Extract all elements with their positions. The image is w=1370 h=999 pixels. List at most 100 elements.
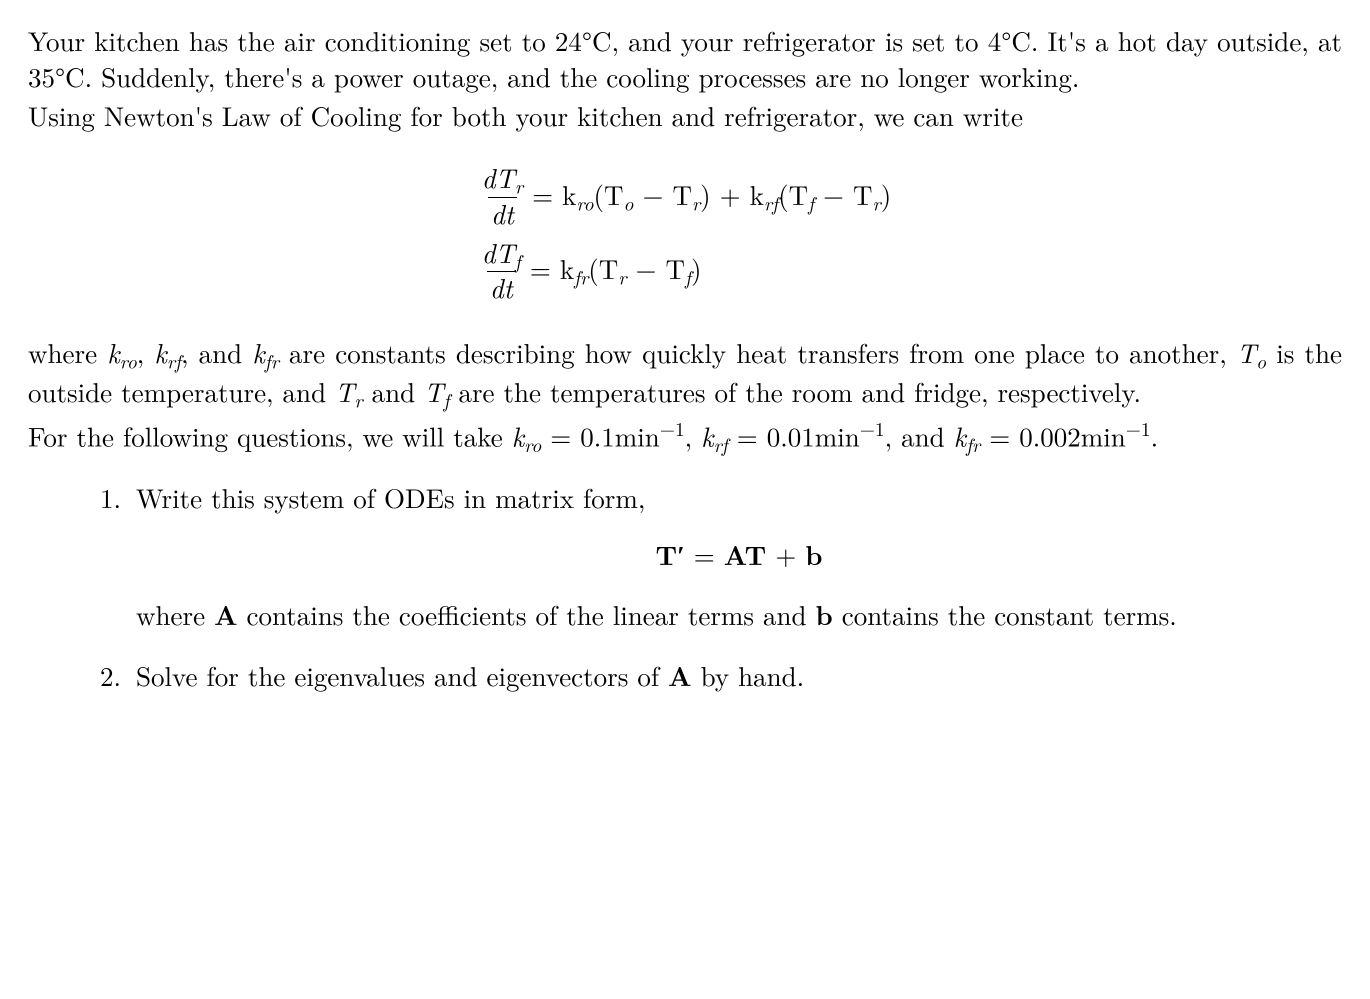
equation-block-1: dTr dt = kro(To − Tr) + krf(Tf − Tr) dTf… bbox=[28, 153, 1342, 311]
equation-2: dTf dt = kfr(Tr − Tf) bbox=[479, 238, 891, 302]
text: , bbox=[685, 417, 702, 455]
subscript: r bbox=[354, 386, 362, 414]
text: ) + k bbox=[700, 175, 764, 213]
text: ) bbox=[881, 175, 892, 213]
text: = 0.01min bbox=[728, 417, 860, 455]
text: . It's a hot day outside, at bbox=[1031, 21, 1342, 59]
superscript: −1 bbox=[660, 414, 685, 442]
text: (T bbox=[594, 175, 624, 213]
text: where bbox=[28, 333, 107, 371]
var: k bbox=[701, 417, 713, 455]
ordered-list: 1. Write this system of ODEs in matrix f… bbox=[28, 479, 1342, 693]
text: dT bbox=[482, 233, 515, 271]
temp-fridge: 4°C bbox=[988, 21, 1031, 59]
var: T bbox=[335, 372, 354, 410]
list-number: 1. bbox=[100, 479, 136, 632]
list-item-1: 1. Write this system of ODEs in matrix f… bbox=[100, 479, 1342, 632]
var: T bbox=[424, 372, 443, 410]
subscript: o bbox=[1256, 346, 1266, 374]
temp-outside: 35°C bbox=[28, 57, 85, 95]
subscript: rf bbox=[714, 430, 728, 458]
equation-1: dTr dt = kro(To − Tr) + krf(Tf − Tr) bbox=[479, 163, 891, 227]
subscript: r bbox=[692, 188, 700, 216]
rhs: = kro(To − Tr) + krf(Tf − Tr) bbox=[532, 176, 891, 216]
matrix-A: A bbox=[668, 655, 691, 694]
subscript: fr bbox=[265, 346, 279, 374]
subscript: fr bbox=[966, 430, 980, 458]
text: where bbox=[136, 595, 214, 633]
subscript: ro bbox=[120, 346, 137, 374]
numerator: dTr bbox=[479, 163, 526, 197]
rhs: = kfr(Tr − Tf) bbox=[530, 250, 702, 290]
superscript: −1 bbox=[1126, 414, 1151, 442]
text: For the following questions, we will tak… bbox=[28, 417, 512, 455]
text: . Suddenly, there's a power outage, and … bbox=[85, 57, 1080, 95]
fraction: dTr dt bbox=[479, 163, 526, 227]
text: , and bbox=[181, 333, 252, 371]
denominator: dt bbox=[488, 197, 517, 227]
subscript: f bbox=[515, 246, 521, 274]
text: are the temperatures of the room and fri… bbox=[449, 372, 1141, 410]
fraction: dTf dt bbox=[479, 238, 524, 302]
page: Your kitchen has the air conditioning se… bbox=[0, 0, 1370, 737]
text: , and your refrigerator is set to bbox=[612, 21, 988, 59]
subscript: fr bbox=[574, 262, 588, 290]
list-body: Solve for the eigenvalues and eigenvecto… bbox=[136, 657, 1342, 693]
subscript: r bbox=[515, 172, 523, 200]
mid-paragraph-1: where kro, krf, and kfr are constants de… bbox=[28, 334, 1342, 413]
text: − T bbox=[633, 175, 691, 213]
AT: AT bbox=[724, 534, 766, 573]
text: Using Newton's Law of Cooling for both y… bbox=[28, 96, 1023, 134]
text: Your kitchen has the air conditioning se… bbox=[28, 21, 555, 59]
intro-paragraph-1: Your kitchen has the air conditioning se… bbox=[28, 22, 1342, 95]
text: and bbox=[363, 372, 425, 410]
matrix-A: A bbox=[214, 594, 237, 633]
text: (T bbox=[778, 175, 808, 213]
subscript: r bbox=[618, 262, 626, 290]
subscript: rf bbox=[167, 346, 181, 374]
mid-paragraph-2: For the following questions, we will tak… bbox=[28, 415, 1342, 457]
text: = 0.1min bbox=[541, 417, 660, 455]
text: − T bbox=[814, 175, 872, 213]
subscript: rf bbox=[764, 188, 778, 216]
list-item-2: 2. Solve for the eigenvalues and eigenve… bbox=[100, 657, 1342, 693]
var: T bbox=[1237, 333, 1256, 371]
plus: + bbox=[766, 535, 805, 573]
text: are constants describing how quickly hea… bbox=[279, 333, 1237, 371]
var: k bbox=[954, 417, 966, 455]
lhs: T′ bbox=[656, 534, 685, 573]
text: dT bbox=[482, 158, 515, 196]
text: = k bbox=[532, 175, 576, 213]
var: k bbox=[512, 417, 524, 455]
equals: = bbox=[685, 535, 724, 573]
intro-paragraph-2: Using Newton's Law of Cooling for both y… bbox=[28, 97, 1342, 133]
vector-b: b bbox=[816, 594, 833, 633]
var: k bbox=[252, 333, 264, 371]
subscript: o bbox=[624, 188, 634, 216]
list-number: 2. bbox=[100, 657, 136, 693]
text: by hand. bbox=[692, 656, 805, 694]
equation-group: dTr dt = kro(To − Tr) + krf(Tf − Tr) dTf… bbox=[479, 153, 891, 311]
text: − T bbox=[627, 249, 685, 287]
matrix-equation: T′ = AT + b bbox=[656, 536, 823, 572]
text: = k bbox=[530, 249, 574, 287]
text: , and bbox=[885, 417, 954, 455]
text: , bbox=[137, 333, 155, 371]
text: = 0.002min bbox=[980, 417, 1126, 455]
superscript: −1 bbox=[860, 414, 885, 442]
text: . bbox=[1151, 417, 1159, 455]
text: contains the constant terms. bbox=[833, 595, 1177, 633]
text: contains the coefficients of the linear … bbox=[238, 595, 816, 633]
subscript: r bbox=[873, 188, 881, 216]
text: Write this system of ODEs in matrix form… bbox=[136, 478, 645, 516]
subscript: ro bbox=[524, 430, 541, 458]
var: k bbox=[107, 333, 119, 371]
text: (T bbox=[588, 249, 618, 287]
list-body: Write this system of ODEs in matrix form… bbox=[136, 479, 1342, 632]
numerator: dTf bbox=[479, 238, 524, 272]
text: Solve for the eigenvalues and eigenvecto… bbox=[136, 656, 668, 694]
b: b bbox=[805, 534, 822, 573]
denominator: dt bbox=[487, 271, 516, 301]
equation-matrix-form: T′ = AT + b bbox=[136, 536, 1342, 572]
subscript: ro bbox=[576, 188, 593, 216]
